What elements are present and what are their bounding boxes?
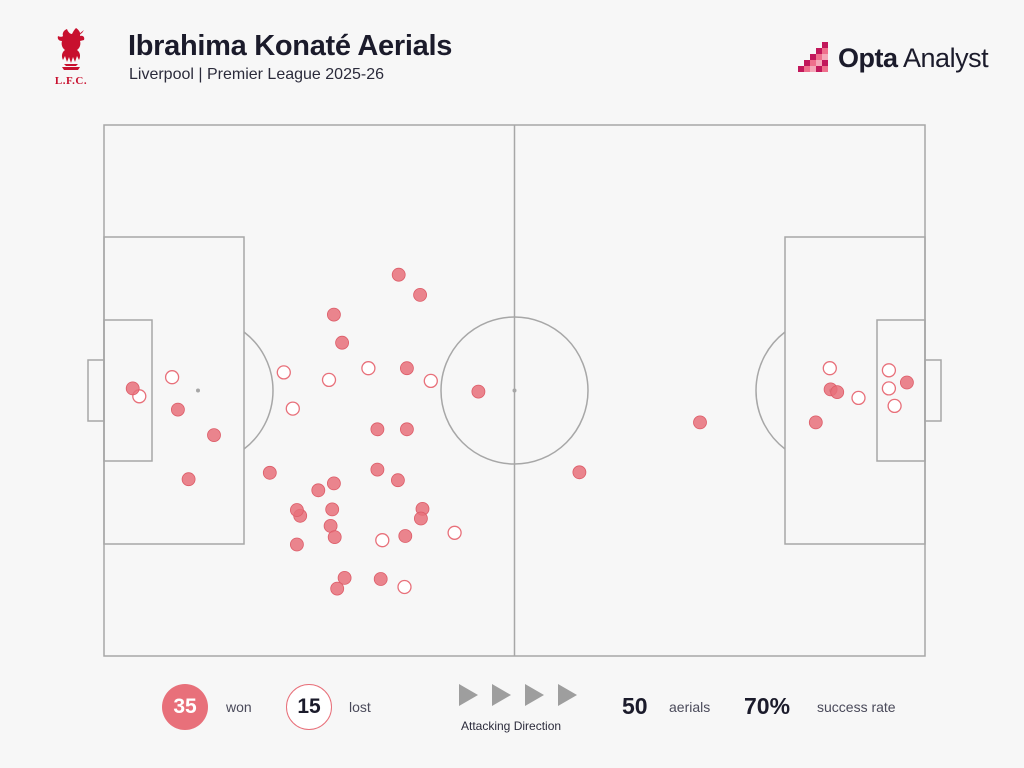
aerial-won-point	[327, 530, 342, 544]
total-aerials-label: aerials	[669, 699, 711, 715]
opta-wordmark: Opta Analyst	[838, 43, 989, 74]
aerial-lost-point	[423, 373, 438, 389]
aerial-won-point	[413, 287, 428, 302]
opta-analyst-logo: Opta Analyst	[798, 40, 989, 76]
aerial-won-point	[289, 537, 304, 552]
aerial-lost-point	[164, 370, 180, 385]
aerial-lost-point	[851, 390, 866, 406]
aerial-won-point	[326, 476, 341, 491]
attacking-direction-label: Attacking Direction	[461, 719, 562, 733]
aerial-won-point	[289, 503, 304, 517]
attacking-direction-arrows	[456, 682, 582, 708]
aerial-won-point	[311, 483, 326, 498]
success-rate-value: 70%	[744, 693, 791, 719]
aerial-lost-point	[881, 381, 897, 396]
lost-label: lost	[349, 699, 371, 715]
crest-text: L.F.C.	[54, 75, 88, 87]
liverbird-icon	[57, 28, 85, 70]
play-arrow-icon	[558, 684, 577, 706]
aerial-won-point	[181, 472, 196, 487]
left-penalty-spot	[196, 388, 200, 393]
aerial-lost-point	[887, 398, 902, 414]
aerial-lost-point	[285, 401, 300, 416]
aerial-won-point	[335, 335, 350, 350]
aerial-won-point	[471, 384, 486, 399]
play-arrow-icon	[492, 684, 511, 706]
aerial-lost-point	[321, 372, 337, 388]
aerial-won-point	[398, 529, 413, 543]
aerial-won-point	[572, 465, 587, 480]
pitch-markings	[87, 124, 942, 657]
opta-word-bold: Opta	[838, 43, 898, 73]
opta-word-light: Analyst	[897, 43, 989, 73]
lost-count-badge: 15	[286, 684, 332, 730]
chart-subtitle: Liverpool | Premier League 2025-26	[129, 66, 384, 83]
aerial-won-point	[125, 381, 140, 396]
aerial-won-point	[830, 385, 845, 400]
aerial-won-point	[900, 375, 914, 390]
total-aerials-value: 50	[622, 693, 648, 719]
aerial-lost-point	[375, 533, 390, 548]
aerial-lost-point	[447, 525, 462, 540]
aerial-lost-point	[881, 363, 897, 378]
success-rate-label: success rate	[817, 699, 896, 715]
centre-spot	[512, 388, 517, 393]
aerial-won-point	[325, 502, 340, 517]
aerial-won-point	[399, 422, 414, 437]
aerial-won-point	[370, 462, 385, 477]
left-penalty-area	[103, 236, 245, 545]
aerial-won-point	[207, 428, 221, 443]
aerial-points	[125, 267, 914, 596]
right-penalty-area	[784, 236, 926, 545]
aerial-won-point	[390, 473, 405, 488]
aerial-won-point	[262, 465, 277, 480]
aerial-won-point	[170, 402, 185, 417]
aerial-lost-point	[361, 361, 376, 376]
left-penalty-arc	[243, 331, 274, 450]
aerial-won-point	[413, 511, 428, 526]
aerial-lost-point	[276, 365, 291, 380]
aerial-won-point	[373, 572, 388, 586]
play-arrow-icon	[525, 684, 544, 706]
liverpool-crest: L.F.C.	[50, 26, 92, 88]
won-label: won	[226, 699, 252, 715]
right-goal	[924, 359, 942, 422]
right-penalty-arc	[755, 331, 786, 450]
won-count-badge: 35	[162, 684, 208, 730]
aerial-won-point	[693, 415, 707, 430]
aerial-won-point	[391, 267, 406, 282]
aerial-lost-point	[397, 579, 412, 595]
opta-bars-icon	[798, 42, 828, 72]
aerial-won-point	[808, 415, 823, 430]
aerial-won-point	[370, 422, 385, 437]
play-arrow-icon	[459, 684, 478, 706]
left-goal	[87, 359, 105, 422]
aerial-lost-point	[822, 361, 837, 376]
aerial-won-point	[399, 361, 414, 376]
aerial-won-point	[330, 581, 345, 596]
aerial-won-point	[337, 571, 352, 585]
chart-title: Ibrahima Konaté Aerials	[128, 30, 453, 62]
centre-circle	[440, 316, 589, 465]
aerial-won-point	[326, 307, 341, 322]
